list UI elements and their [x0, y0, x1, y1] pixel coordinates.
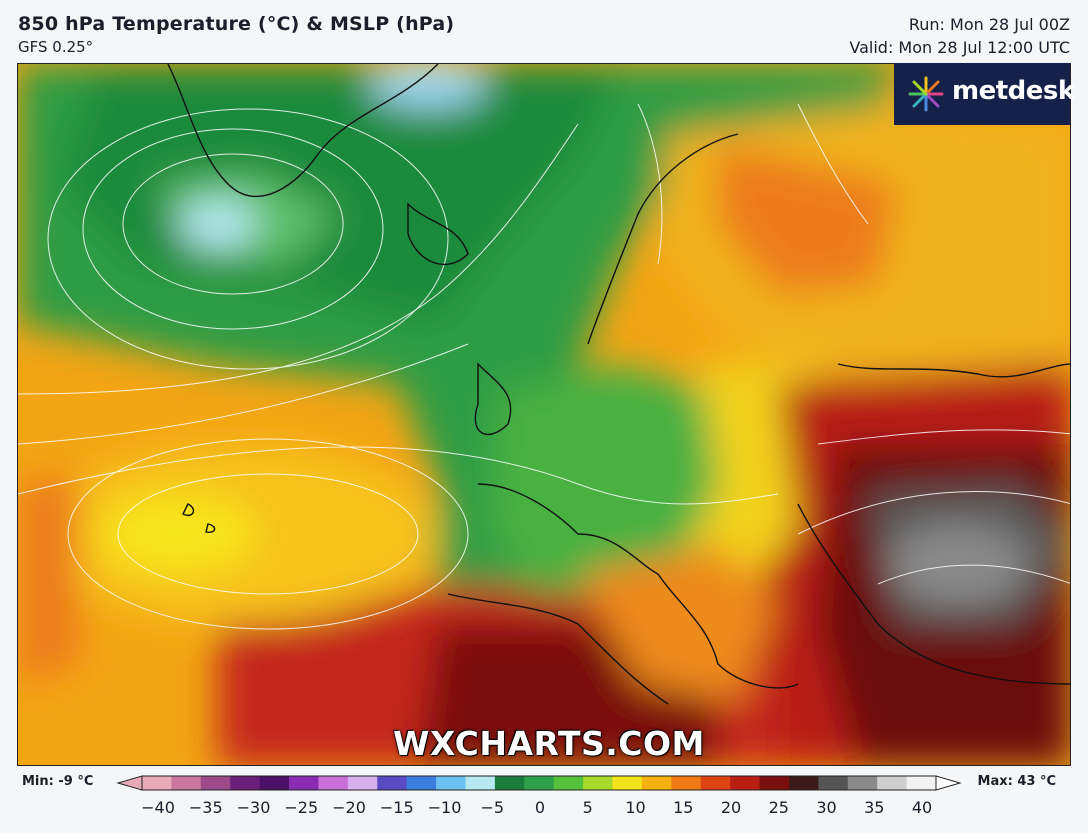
scale-segment	[847, 776, 878, 790]
watermark: WXCHARTS.COM	[393, 724, 705, 763]
chart-title: 850 hPa Temperature (°C) & MSLP (hPa)	[18, 13, 455, 35]
scale-segment	[641, 776, 672, 790]
logo-text: metdesk	[952, 76, 1075, 106]
scale-segment	[142, 776, 172, 790]
isobar-lines	[18, 103, 1070, 630]
scale-segment	[465, 776, 496, 790]
scale-segment	[818, 776, 849, 790]
color-scale-bar	[116, 775, 962, 791]
scale-segment	[730, 776, 761, 790]
scale-tick-label: −10	[427, 798, 462, 817]
scale-right-arrow	[935, 775, 962, 791]
scale-tick-label: −5	[480, 798, 505, 817]
scale-tick-label: 25	[768, 798, 789, 817]
scale-segment	[436, 776, 466, 790]
scale-tick-label: −15	[379, 798, 414, 817]
scale-segment	[377, 776, 408, 790]
model-name: GFS 0.25°	[18, 38, 94, 56]
logo-icon	[908, 76, 944, 112]
scale-segment	[759, 776, 790, 790]
scale-segment	[553, 776, 584, 790]
coastlines	[167, 64, 1070, 705]
scale-tick-label: −20	[332, 798, 366, 817]
scale-segment	[877, 776, 908, 790]
run-time: Run: Mon 28 Jul 00Z	[908, 15, 1070, 34]
scale-segment	[612, 776, 643, 790]
temperature-field	[18, 64, 1070, 765]
scale-tick-label: 35	[864, 798, 885, 817]
scale-tick-label: 30	[816, 798, 837, 817]
scale-segment	[524, 776, 555, 790]
scale-segment	[289, 776, 319, 790]
scale-segment	[406, 776, 437, 790]
scale-tick-label: −35	[188, 798, 223, 817]
scale-left-arrow	[116, 775, 143, 791]
scale-segment	[347, 776, 378, 790]
scale-segment	[318, 776, 349, 790]
scale-tick-label: −25	[284, 798, 319, 817]
scale-segment	[200, 776, 231, 790]
scale-tick-label: 40	[911, 798, 933, 817]
max-label: Max: 43 °C	[977, 774, 1056, 789]
min-label: Min: -9 °C	[22, 774, 94, 789]
scale-segment	[259, 776, 290, 790]
scale-segment	[906, 776, 937, 790]
scale-tick-label: 5	[582, 798, 593, 817]
scale-tick-label: 10	[625, 798, 646, 817]
scale-segment	[583, 776, 614, 790]
scale-segment	[230, 776, 261, 790]
scale-segment	[788, 776, 819, 790]
weather-map	[17, 63, 1071, 766]
scale-tick-label: 0	[534, 798, 546, 817]
scale-tick-label: −30	[236, 798, 271, 817]
scale-segment	[700, 776, 731, 790]
scale-tick-label: −40	[141, 798, 175, 817]
scale-segment	[171, 776, 202, 790]
valid-time: Valid: Mon 28 Jul 12:00 UTC	[849, 38, 1070, 57]
metdesk-logo	[894, 63, 1070, 125]
scale-segment	[494, 776, 525, 790]
scale-tick-label: 15	[673, 798, 694, 817]
scale-tick-label: 20	[720, 798, 742, 817]
scale-segment	[671, 776, 702, 790]
